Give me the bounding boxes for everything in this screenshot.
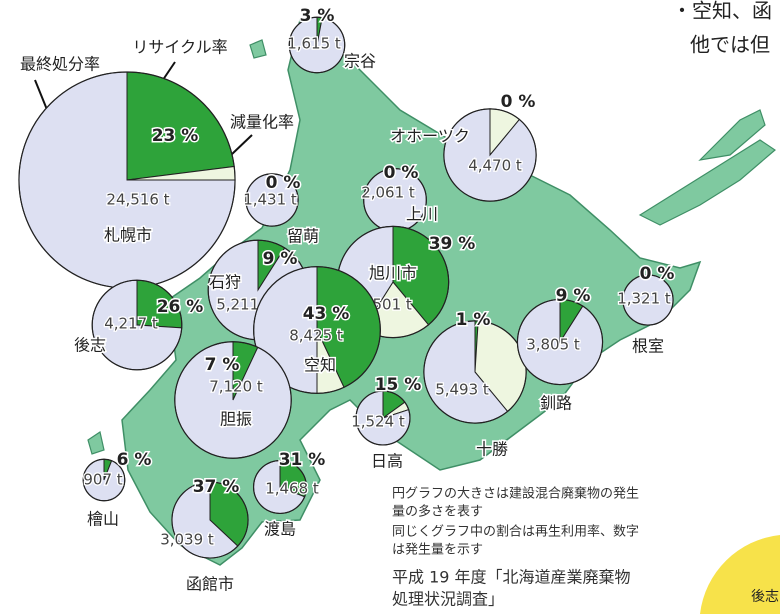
pie-outline (516, 298, 604, 386)
region-name: 留萌 (287, 227, 319, 246)
amount-label: 4,217 t (104, 315, 158, 333)
pie-outline (82, 458, 126, 502)
region-name: 函館市 (186, 575, 234, 594)
pie-outline (171, 481, 249, 559)
pie-outline (245, 173, 299, 227)
pie-outline (91, 279, 183, 371)
amount-label: 8,425 t (289, 327, 343, 345)
pies: 1,615 t宗谷 3 % 24,516 t 札幌市 23 % 1,431 t 留萌 0 % 4… (18, 5, 676, 595)
pie-outline (355, 390, 411, 446)
rate-label: 0 % (384, 163, 419, 183)
rate-label: 43 % (303, 304, 350, 324)
region-name: 日高 (371, 452, 403, 471)
amount-label: 3,805 t (526, 336, 580, 354)
region-name: オホーツク (390, 127, 470, 146)
pie-outline (252, 459, 308, 515)
side-text: ・空知、函 (672, 0, 772, 23)
rate-label: 37 % (193, 477, 240, 497)
amount-label: 5,493 t (435, 381, 489, 399)
amount-label: 1,431 t (243, 191, 297, 209)
region-name: 根室 (632, 337, 664, 356)
note: 量の多さを表す (392, 504, 483, 520)
region-name: 後志 (74, 336, 106, 355)
rate-label: 1 % (456, 310, 491, 330)
region-name: 宗谷 (344, 52, 376, 71)
amount-label: 4,470 t (468, 157, 522, 175)
region-name: 胆振 (220, 410, 252, 429)
rate-label: 15 % (375, 375, 422, 395)
region-name: 石狩 (209, 273, 241, 292)
note: は発生量を示す (392, 543, 483, 558)
region-name: 檜山 (87, 510, 119, 529)
rate-label: 23 % (152, 126, 199, 146)
pie-outline (288, 16, 346, 74)
note: 円グラフの大きさは建設混合廃棄物の発生 (392, 486, 639, 502)
amount-label: 1,524 t (351, 413, 405, 431)
legend-label: 最終処分率 (20, 55, 100, 74)
pie-outline (174, 341, 292, 459)
side-text: 他では但 (690, 33, 770, 57)
corner-text: 後志 (751, 589, 779, 605)
pie-outline (423, 320, 527, 424)
legend-label: リサイクル率 (132, 38, 227, 57)
pie-outline (443, 108, 537, 202)
rate-label: 39 % (429, 234, 476, 254)
region-name: 空知 (304, 356, 336, 375)
note: 同じくグラフ中の割合は再生利用率、数字 (392, 524, 639, 540)
rate-label: 26 % (157, 297, 204, 317)
rate-label: 9 % (263, 249, 298, 269)
region-name: 渡島 (264, 520, 296, 539)
pie-outline (622, 274, 674, 326)
amount-label: 3,039 t (160, 531, 214, 549)
rate-label: 7 % (205, 355, 240, 375)
amount-label: 1,468 t (265, 480, 319, 498)
circle-deco (700, 535, 780, 614)
source: 処理状況調査」 (392, 590, 504, 609)
region-name: 札幌市 (104, 226, 152, 245)
amount-label: 1,321 t (617, 290, 671, 308)
islands (87, 39, 776, 455)
pie-outline (253, 266, 381, 394)
rate-label: 0 % (266, 173, 301, 193)
rate-label: 0 % (501, 92, 536, 112)
region-name: 上川 (406, 205, 438, 224)
amount-label: 907 t (83, 471, 122, 489)
rate-label: 0 % (640, 264, 675, 284)
rate-label: 9 % (556, 286, 591, 306)
rate-label: 31 % (279, 450, 326, 470)
source: 平成 19 年度「北海道産業廃棄物 (392, 568, 631, 587)
amount-label: 2,061 t (361, 184, 415, 202)
legend-label: 減量化率 (230, 113, 294, 132)
amount-label: 7,120 t (209, 378, 263, 396)
amount-label: 1,615 t (287, 35, 341, 53)
region-name: 釧路 (540, 394, 572, 413)
rate-label: 3 % (300, 6, 335, 26)
amount-label: 24,516 t (106, 191, 169, 209)
region-name: 旭川市 (369, 264, 417, 283)
rate-label: 6 % (117, 450, 152, 470)
region-name: 十勝 (476, 440, 508, 459)
